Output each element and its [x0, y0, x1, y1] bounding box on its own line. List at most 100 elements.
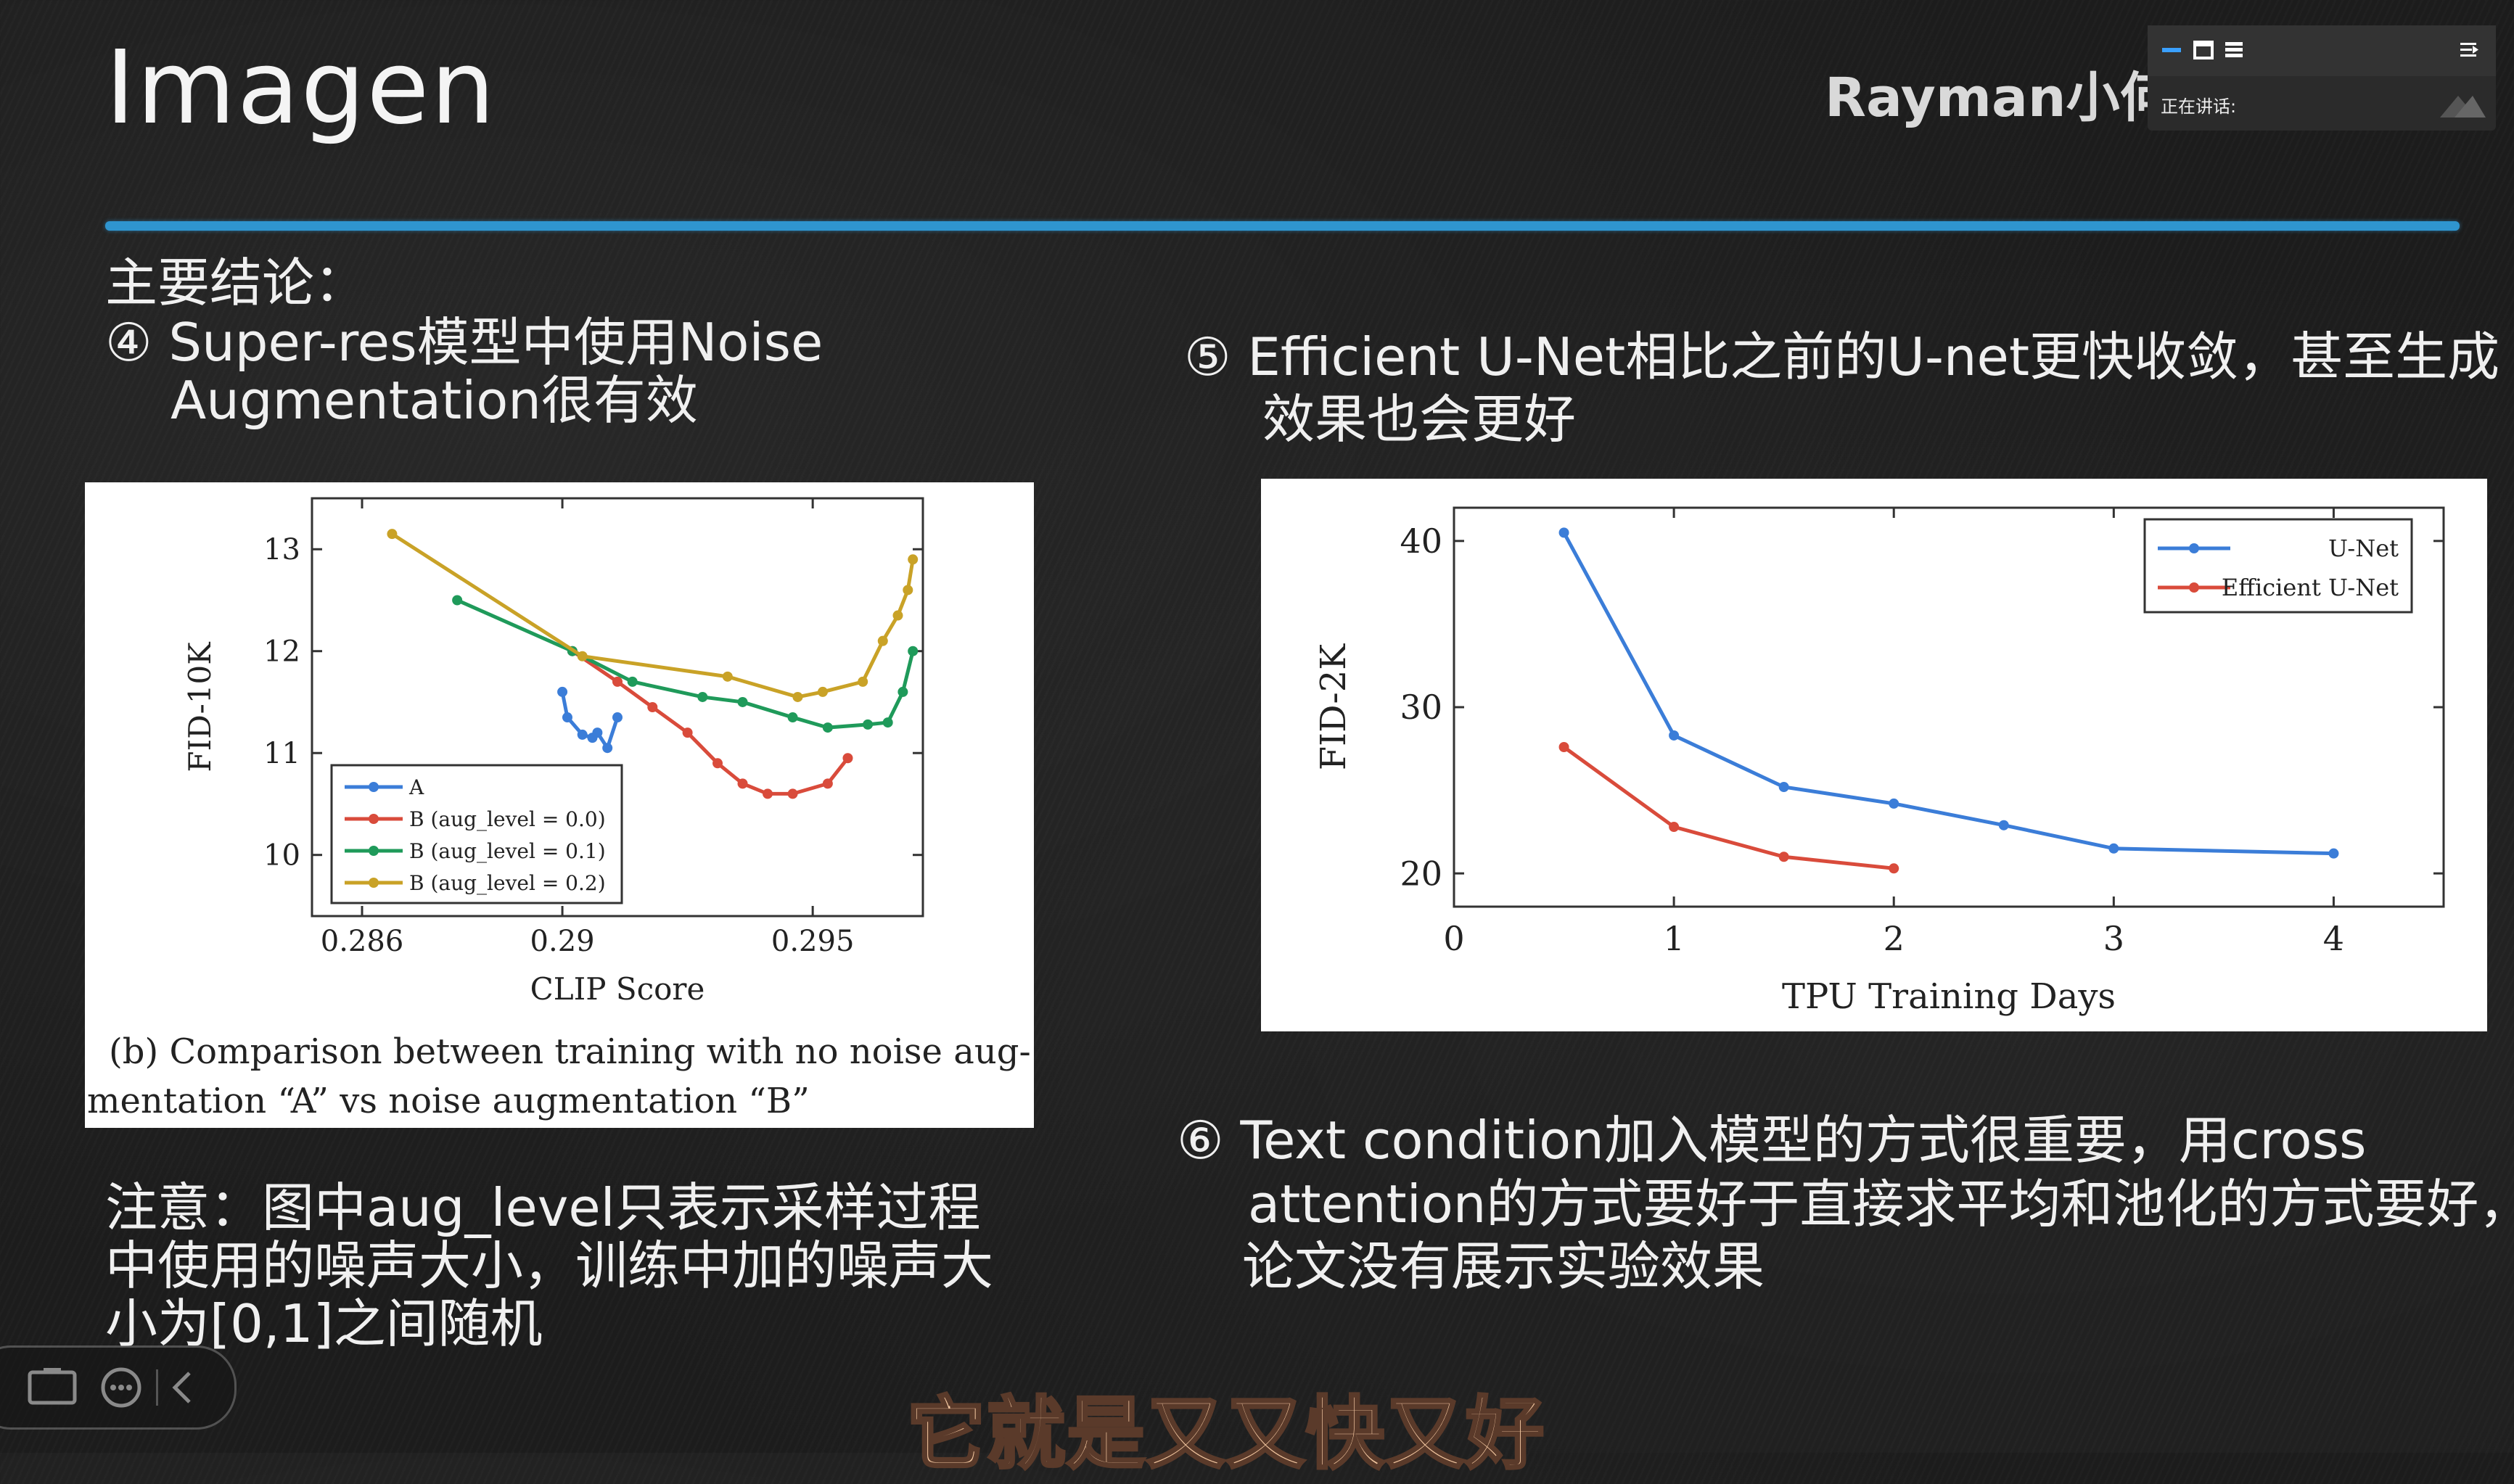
data-point: [817, 686, 828, 697]
series-line: [571, 649, 850, 796]
title-divider: [105, 221, 2460, 231]
x-tick-label: 0: [1443, 919, 1464, 958]
chart-clip-vs-fid: (b) Comparison between training with no …: [87, 497, 1031, 1121]
chart-tpu-days-vs-fid: 0 1 2 3 4 20 30 40 TPU Training Days FID-2K U-Net E…: [1313, 506, 2445, 1017]
screen-icon[interactable]: [28, 1368, 78, 1407]
y-tick-label: 20: [1400, 854, 1442, 893]
data-point: [877, 635, 888, 646]
legend-label: B (aug_level = 0.2): [409, 871, 606, 895]
data-point: [882, 717, 893, 728]
minimize-icon[interactable]: [2161, 40, 2182, 60]
legend-label: U-Net: [2328, 535, 2399, 562]
x-tick-label: 1: [1663, 919, 1684, 958]
data-point: [863, 719, 874, 730]
speaking-label: 正在讲话:: [2161, 96, 2237, 117]
window-icon[interactable]: [2193, 40, 2214, 60]
data-point: [577, 729, 588, 740]
x-axis-label: TPU Training Days: [1782, 976, 2116, 1017]
point6-line2: attention的方式要好于直接求平均和池化的方式要好，: [1248, 1174, 2514, 1234]
data-point: [2328, 848, 2339, 859]
point5-line2: 效果也会更好: [1262, 389, 1577, 450]
conclusion-heading: 主要结论：: [105, 252, 367, 313]
y-axis-label: FID-10K: [182, 641, 218, 772]
menu-collapse-icon[interactable]: [2458, 40, 2480, 60]
y-tick-label: 12: [263, 635, 300, 669]
data-point: [2108, 843, 2119, 854]
x-tick-label: 0.286: [321, 925, 404, 958]
y-tick-label: 40: [1400, 522, 1442, 561]
series-line: [1563, 745, 1894, 870]
slide-title: Imagen: [105, 29, 497, 147]
data-point: [722, 671, 733, 682]
more-options-icon[interactable]: [100, 1366, 142, 1409]
data-point: [602, 743, 613, 754]
data-point: [1669, 730, 1680, 741]
data-point: [792, 691, 803, 702]
note-line1: 注意：图中aug_level只表示采样过程: [105, 1177, 981, 1238]
point4-line1: ④ Super-res模型中使用Noise: [105, 312, 823, 373]
legend-marker: [369, 878, 379, 888]
point6-line1: ⑥ Text condition加入模型的方式很重要，用cross: [1177, 1110, 2367, 1171]
data-point: [1558, 742, 1569, 752]
data-point: [908, 646, 919, 656]
data-point: [557, 686, 568, 697]
meeting-toolbar: [2148, 25, 2496, 76]
legend-marker: [369, 814, 379, 824]
x-tick-label: 4: [2323, 919, 2344, 958]
list-icon[interactable]: [2223, 40, 2245, 60]
meeting-overlay-panel: 正在讲话:: [2148, 25, 2496, 131]
legend-marker: [2189, 543, 2199, 553]
data-point: [627, 676, 638, 687]
presentation-toolbar: [0, 1345, 237, 1430]
data-point: [612, 676, 623, 687]
x-tick-label: 0.29: [530, 925, 595, 958]
data-point: [562, 712, 572, 723]
toolbar-separator: [156, 1369, 158, 1406]
y-tick-label: 30: [1400, 688, 1442, 727]
data-point: [892, 610, 903, 621]
legend-marker: [369, 782, 379, 792]
x-axis-label: CLIP Score: [530, 971, 705, 1007]
data-point: [592, 727, 603, 738]
legend-label: B (aug_level = 0.0): [409, 807, 606, 831]
figure-tpu-days-vs-fid: 0 1 2 3 4 20 30 40 TPU Training Days FID-2K U-Net E…: [1261, 479, 2487, 1031]
data-point: [822, 722, 833, 733]
x-tick-label: 3: [2103, 919, 2124, 958]
data-point: [737, 696, 748, 707]
note-line3: 小为[0,1]之间随机: [105, 1293, 543, 1354]
data-point: [612, 712, 623, 723]
data-point: [1669, 822, 1680, 832]
data-point: [763, 788, 773, 799]
point6-line3: 论文没有展示实验效果: [1242, 1236, 1765, 1297]
plot-frame: [311, 497, 924, 918]
data-point: [737, 778, 748, 789]
data-point: [903, 585, 913, 595]
data-point: [1558, 527, 1569, 538]
y-tick-label: 11: [263, 737, 300, 770]
data-point: [647, 702, 658, 712]
data-point: [1889, 798, 1899, 809]
data-point: [682, 727, 693, 738]
data-point: [1889, 863, 1899, 874]
legend-marker: [2189, 582, 2199, 593]
legend-label: A: [408, 775, 424, 799]
author-watermark: Rayman小何: [1825, 67, 2174, 129]
series-line: [391, 532, 915, 699]
point4-line2: Augmentation很有效: [171, 370, 698, 431]
chevron-left-icon[interactable]: [168, 1369, 197, 1406]
data-point: [452, 595, 463, 606]
data-point: [577, 651, 588, 661]
chart1-caption-line2: mentation “A” vs noise augmentation “B”: [87, 1081, 810, 1121]
data-point: [712, 758, 723, 769]
x-tick-label: 2: [1884, 919, 1905, 958]
data-point: [787, 788, 798, 799]
figure-clip-vs-fid: (b) Comparison between training with no …: [85, 482, 1034, 1128]
note-line2: 中使用的噪声大小，训练中加的噪声大: [105, 1235, 994, 1296]
data-point: [842, 753, 853, 764]
data-point: [858, 676, 868, 687]
y-tick-label: 13: [263, 533, 300, 566]
data-point: [1778, 852, 1789, 862]
point5-line1: ⑤ Efficient U-Net相比之前的U-net更快收敛，甚至生成: [1184, 326, 2500, 387]
legend-box: [2143, 518, 2413, 614]
speaker-indicator-icon: [2440, 96, 2486, 118]
